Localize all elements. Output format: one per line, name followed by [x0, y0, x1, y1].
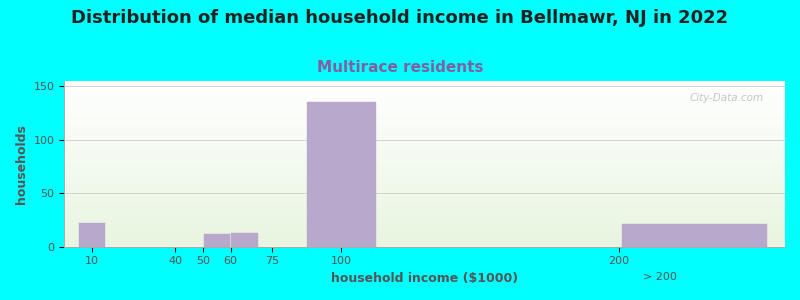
X-axis label: household income ($1000): household income ($1000) — [331, 272, 518, 285]
Text: City-Data.com: City-Data.com — [690, 93, 763, 103]
Bar — [203, 234, 230, 247]
Text: Multirace residents: Multirace residents — [317, 60, 483, 75]
Text: Distribution of median household income in Bellmawr, NJ in 2022: Distribution of median household income … — [71, 9, 729, 27]
Bar — [622, 224, 767, 247]
Text: > 200: > 200 — [643, 272, 677, 282]
Bar — [231, 233, 258, 247]
Bar — [307, 102, 376, 247]
Y-axis label: households: households — [15, 124, 28, 204]
Bar — [79, 223, 105, 247]
